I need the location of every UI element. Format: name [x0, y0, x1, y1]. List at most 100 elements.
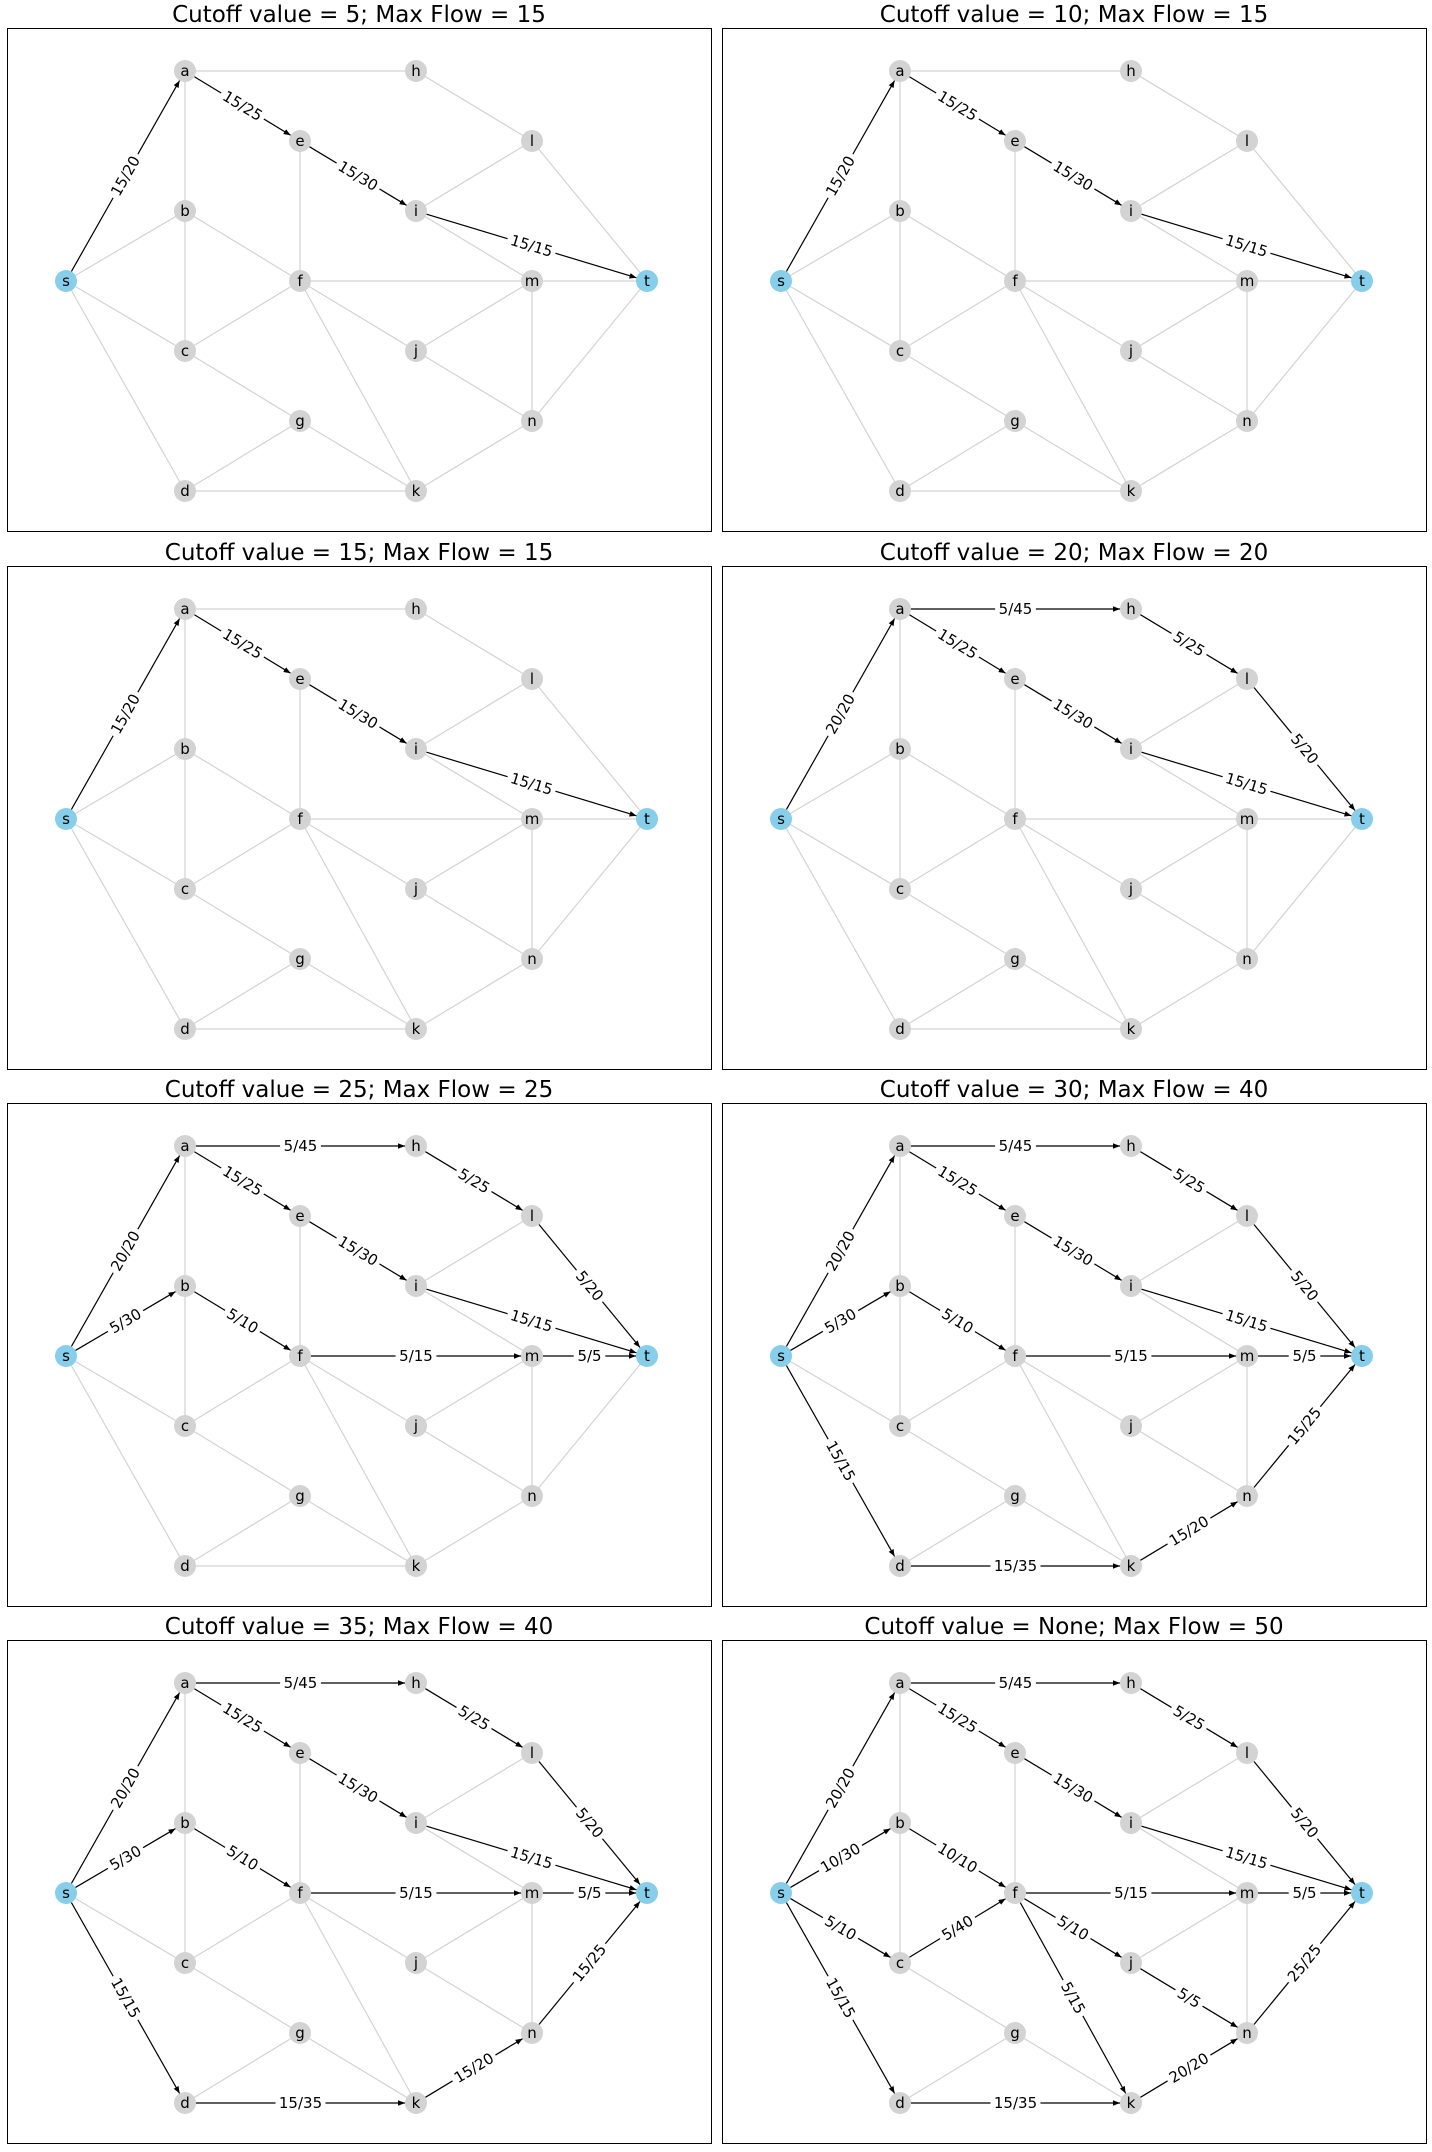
flow-label-text: 15/15: [508, 1843, 555, 1873]
node-m: m: [1236, 1345, 1258, 1367]
edge-j-m: [415, 1892, 533, 1964]
node-label: m: [525, 1347, 540, 1365]
node-circle: [174, 1672, 196, 1694]
node-k: k: [405, 480, 427, 502]
flow-label-text: 15/30: [1050, 1769, 1096, 1807]
node-label: l: [530, 132, 534, 150]
edge-f-k: [299, 280, 417, 492]
node-circle: [1236, 948, 1258, 970]
idle-edges: [780, 609, 1363, 1030]
flow-label-background: [331, 1767, 385, 1809]
flow-label-background: [504, 768, 559, 800]
flow-label-background: [1284, 1264, 1325, 1308]
node-circle: [289, 948, 311, 970]
edge-s-c: [780, 818, 901, 890]
node-label: g: [1010, 1487, 1020, 1505]
node-circle: [1120, 878, 1142, 900]
node-circle: [289, 2022, 311, 2044]
flow-label-a-e: 15/25: [931, 1697, 984, 1739]
flow-label-background: [331, 693, 385, 735]
node-circle: [1120, 1952, 1142, 1974]
flow-label-i-t: 15/15: [504, 1305, 559, 1337]
flow-label-s-b: 5/30: [103, 1302, 148, 1340]
flow-label-background: [1281, 1937, 1328, 1989]
node-a: a: [889, 60, 911, 82]
node-label: l: [530, 1744, 534, 1762]
flow-label-text: 15/30: [335, 1232, 381, 1270]
panel-title: Cutoff value = None; Max Flow = 50: [864, 1614, 1283, 1640]
node-circle: [1236, 1485, 1258, 1507]
nodes: a b c d e f g h i j k l m n s t: [55, 60, 658, 502]
node-label: s: [777, 1884, 785, 1902]
node-label: b: [895, 202, 905, 220]
flow-label-a-e: 15/25: [931, 623, 984, 665]
node-g: g: [1004, 1485, 1026, 1507]
node-label: t: [1359, 272, 1365, 290]
node-circle: [1004, 1485, 1026, 1507]
node-circle: [405, 60, 427, 82]
flow-label-background: [1166, 1699, 1212, 1737]
edge-j-n: [415, 888, 533, 960]
node-n: n: [521, 1485, 543, 1507]
node-circle: [770, 270, 792, 292]
node-label: m: [525, 1884, 540, 1902]
edge-f-k: [299, 1892, 417, 2104]
flow-label-background: [1281, 1400, 1328, 1452]
idle-edges: [65, 1146, 648, 1567]
flow-label-background: [1055, 1975, 1091, 2021]
node-i: i: [1120, 738, 1142, 760]
node-label: j: [1128, 1954, 1133, 1972]
node-label: i: [414, 202, 418, 220]
flow-panel-4: Cutoff value = 20; Max Flow = 20 20/20 5/4…: [722, 540, 1427, 1070]
edge-j-m: [1130, 818, 1248, 890]
node-a: a: [174, 60, 196, 82]
node-label: j: [1128, 880, 1133, 898]
node-label: h: [1126, 62, 1136, 80]
flow-label-background: [931, 1837, 984, 1879]
edge-f-j: [1014, 280, 1132, 352]
flow-edges: [785, 1680, 1356, 2106]
node-label: j: [413, 1954, 418, 1972]
edge-s-d: [65, 1355, 186, 1567]
node-a: a: [174, 1135, 196, 1157]
node-label: c: [896, 1417, 904, 1435]
node-e: e: [289, 668, 311, 690]
node-label: n: [1242, 950, 1252, 968]
node-circle: [1120, 2092, 1142, 2114]
edge-s-c: [780, 1355, 901, 1427]
flow-label-background: [1284, 1801, 1325, 1845]
node-n: n: [1236, 1485, 1258, 1507]
node-g: g: [289, 2022, 311, 2044]
edge-j-n: [1130, 888, 1248, 960]
node-l: l: [521, 1742, 543, 1764]
node-circle: [1236, 808, 1258, 830]
flow-label-f-k: 5/15: [1055, 1975, 1091, 2021]
panel-title: Cutoff value = 5; Max Flow = 15: [172, 2, 546, 28]
node-circle: [521, 1882, 543, 1904]
flow-label-background: [103, 1302, 148, 1340]
panel-title: Cutoff value = 10; Max Flow = 15: [880, 2, 1268, 28]
edge-g-k: [299, 420, 417, 492]
flow-label-text: 15/15: [822, 1975, 859, 2021]
flow-label-s-a: 20/20: [820, 687, 861, 741]
node-circle: [1120, 1135, 1142, 1157]
node-label: s: [62, 810, 70, 828]
node-circle: [521, 130, 543, 152]
flow-label-s-d: 15/15: [820, 1971, 861, 2025]
flow-label-text: 5/45: [999, 1137, 1033, 1155]
panel-frame: [722, 566, 1427, 1070]
flow-labels: 20/20 5/30 5/45 5/25 5/20 15/25 15/30 15/15 5/10…: [103, 1137, 610, 1365]
node-circle: [289, 1882, 311, 1904]
flow-label-background: [1219, 1305, 1274, 1337]
node-circle: [521, 948, 543, 970]
node-f: f: [1004, 1345, 1026, 1367]
flow-label-text: 15/30: [335, 1769, 381, 1807]
node-circle: [1236, 1205, 1258, 1227]
panel-frame: [7, 28, 712, 532]
node-label: i: [1129, 1814, 1133, 1832]
node-s: s: [770, 1882, 792, 1904]
node-circle: [1236, 668, 1258, 690]
flow-label-f-m: 5/15: [395, 1347, 437, 1365]
edge-c-g: [184, 1425, 301, 1497]
node-j: j: [405, 1415, 427, 1437]
